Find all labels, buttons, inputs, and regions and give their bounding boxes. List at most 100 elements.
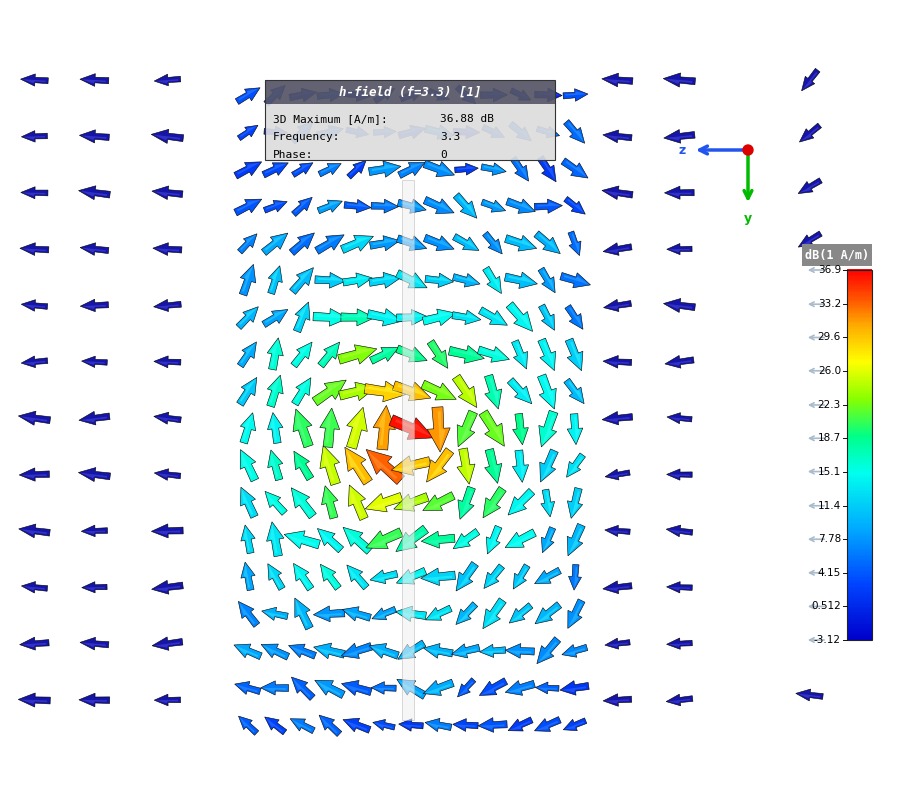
Polygon shape bbox=[21, 74, 49, 86]
Polygon shape bbox=[486, 526, 502, 554]
Bar bbox=[847, 626, 872, 629]
Polygon shape bbox=[293, 122, 312, 140]
Polygon shape bbox=[428, 339, 448, 368]
Polygon shape bbox=[346, 276, 371, 282]
Bar bbox=[847, 542, 872, 544]
Polygon shape bbox=[372, 276, 399, 282]
Polygon shape bbox=[454, 193, 477, 218]
Polygon shape bbox=[458, 486, 475, 519]
Bar bbox=[847, 322, 872, 324]
Polygon shape bbox=[242, 266, 253, 292]
Bar bbox=[847, 558, 872, 560]
Polygon shape bbox=[602, 73, 633, 87]
Polygon shape bbox=[480, 678, 508, 695]
Polygon shape bbox=[242, 414, 252, 440]
Bar bbox=[847, 338, 872, 340]
Polygon shape bbox=[152, 186, 183, 199]
Polygon shape bbox=[420, 568, 455, 586]
Bar bbox=[847, 610, 872, 612]
Polygon shape bbox=[561, 158, 588, 178]
Polygon shape bbox=[505, 643, 535, 658]
Polygon shape bbox=[483, 486, 506, 518]
Polygon shape bbox=[567, 487, 582, 518]
Polygon shape bbox=[400, 202, 425, 210]
Bar bbox=[847, 418, 872, 421]
Polygon shape bbox=[262, 607, 288, 621]
Bar bbox=[847, 434, 872, 437]
Bar bbox=[847, 532, 872, 534]
Polygon shape bbox=[312, 380, 346, 406]
Polygon shape bbox=[152, 637, 183, 650]
Bar bbox=[847, 512, 872, 514]
Bar bbox=[847, 274, 872, 276]
Polygon shape bbox=[668, 699, 690, 703]
Bar bbox=[847, 590, 872, 592]
Polygon shape bbox=[22, 300, 48, 311]
Polygon shape bbox=[400, 348, 426, 360]
Polygon shape bbox=[543, 307, 553, 329]
Polygon shape bbox=[262, 162, 288, 178]
Bar bbox=[847, 378, 872, 380]
Polygon shape bbox=[421, 531, 455, 548]
Polygon shape bbox=[451, 644, 480, 658]
Polygon shape bbox=[373, 719, 395, 730]
Bar bbox=[265, 104, 555, 160]
Bar bbox=[847, 559, 872, 561]
Polygon shape bbox=[397, 199, 427, 214]
Bar bbox=[847, 562, 872, 565]
Polygon shape bbox=[563, 378, 584, 404]
Bar bbox=[847, 450, 872, 453]
Polygon shape bbox=[317, 126, 344, 138]
Polygon shape bbox=[293, 302, 310, 333]
Polygon shape bbox=[345, 447, 373, 485]
Bar bbox=[847, 403, 872, 406]
Polygon shape bbox=[292, 198, 312, 217]
Polygon shape bbox=[340, 235, 374, 254]
Polygon shape bbox=[488, 530, 500, 553]
Polygon shape bbox=[396, 606, 427, 622]
Polygon shape bbox=[265, 163, 287, 174]
Polygon shape bbox=[538, 267, 555, 293]
Bar bbox=[847, 423, 872, 426]
Bar bbox=[847, 612, 872, 614]
Polygon shape bbox=[236, 306, 258, 330]
Polygon shape bbox=[364, 381, 406, 402]
Bar bbox=[847, 309, 872, 310]
Polygon shape bbox=[338, 382, 376, 401]
Bar bbox=[847, 348, 872, 350]
Polygon shape bbox=[294, 163, 312, 174]
Text: 3.3: 3.3 bbox=[440, 132, 460, 142]
Polygon shape bbox=[563, 89, 588, 102]
Polygon shape bbox=[294, 451, 314, 481]
Polygon shape bbox=[20, 699, 47, 704]
Bar bbox=[847, 358, 872, 360]
Text: 18.7: 18.7 bbox=[818, 434, 841, 443]
Polygon shape bbox=[428, 406, 450, 452]
Bar bbox=[847, 442, 872, 444]
Polygon shape bbox=[567, 523, 585, 556]
Bar bbox=[847, 578, 872, 579]
Bar bbox=[847, 402, 872, 405]
Bar bbox=[847, 276, 872, 278]
Bar bbox=[847, 501, 872, 503]
Polygon shape bbox=[536, 126, 560, 138]
Polygon shape bbox=[607, 642, 627, 647]
Polygon shape bbox=[263, 611, 285, 618]
Polygon shape bbox=[605, 699, 629, 703]
Polygon shape bbox=[482, 125, 505, 138]
Bar bbox=[847, 275, 872, 278]
Text: -3.12: -3.12 bbox=[814, 635, 841, 645]
Polygon shape bbox=[154, 299, 182, 311]
Polygon shape bbox=[482, 266, 501, 294]
Polygon shape bbox=[605, 362, 629, 366]
Polygon shape bbox=[605, 247, 629, 253]
Polygon shape bbox=[371, 199, 399, 213]
Bar bbox=[847, 307, 872, 310]
Bar bbox=[847, 571, 872, 574]
Bar bbox=[847, 290, 872, 292]
Bar bbox=[847, 608, 872, 610]
Polygon shape bbox=[665, 135, 692, 140]
Bar bbox=[847, 550, 872, 553]
Polygon shape bbox=[796, 689, 824, 701]
Bar bbox=[847, 359, 872, 362]
